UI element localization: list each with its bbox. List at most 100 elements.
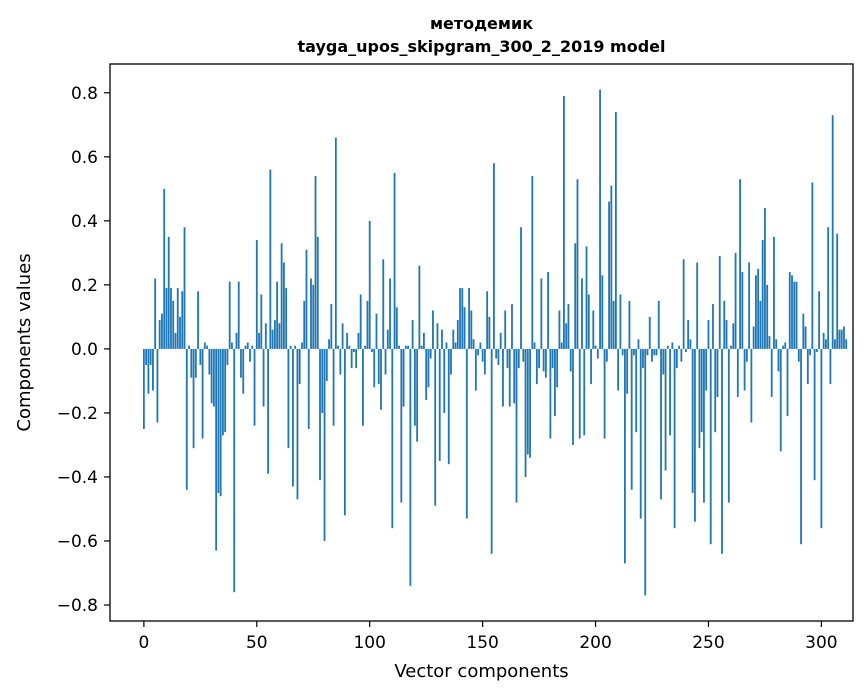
bar (499, 332, 502, 349)
bar (709, 348, 712, 545)
bar (163, 188, 166, 349)
bar (271, 329, 274, 349)
bar (572, 348, 574, 445)
bar (307, 348, 310, 429)
bar (197, 291, 199, 349)
bar (231, 342, 233, 349)
bar (423, 332, 425, 349)
bar (574, 243, 577, 349)
bar (249, 348, 251, 362)
bar (167, 236, 170, 349)
bar (355, 348, 358, 369)
bar (145, 348, 148, 365)
y-axis-label: Components values (14, 253, 35, 431)
bar (192, 348, 195, 449)
x-tick-label: 250 (692, 633, 724, 653)
bar (273, 320, 276, 349)
chart-title-line2: tayga_upos_skipgram_300_2_2019 model (298, 37, 666, 56)
bar (526, 348, 529, 455)
bar (843, 326, 845, 349)
bar (644, 348, 647, 596)
bar (635, 348, 638, 433)
bar (409, 348, 412, 586)
bar (334, 137, 337, 349)
bar (452, 329, 455, 349)
bar (486, 291, 489, 349)
bar (461, 288, 464, 349)
bar (508, 348, 511, 407)
bar (689, 339, 692, 349)
bar (806, 348, 809, 385)
bar (217, 348, 220, 493)
bar (657, 300, 660, 349)
bar (382, 259, 385, 349)
bar (684, 348, 687, 353)
bar (513, 348, 516, 404)
bar (301, 342, 303, 349)
bar (815, 348, 818, 353)
bar (576, 179, 579, 349)
bar (791, 275, 793, 349)
bar (497, 348, 500, 365)
bar (292, 348, 294, 487)
bar (362, 348, 364, 426)
bar (766, 284, 769, 349)
bar (176, 288, 179, 349)
bar (639, 348, 642, 519)
bar (628, 300, 631, 349)
y-tick-label: −0.6 (57, 532, 98, 552)
bar (434, 348, 437, 506)
bar (404, 345, 407, 349)
bar (147, 348, 150, 394)
bar (208, 348, 211, 375)
bar (203, 342, 206, 349)
bar (174, 332, 177, 349)
bar (754, 275, 757, 349)
bar (443, 348, 446, 413)
bar (669, 348, 671, 436)
bar (278, 323, 281, 349)
bar (287, 348, 290, 449)
bar (578, 348, 581, 439)
bar (237, 281, 240, 349)
bar (235, 332, 238, 349)
bar (700, 348, 703, 433)
plot-frame (109, 63, 854, 622)
bar (181, 291, 184, 349)
bar (386, 329, 389, 349)
bar (269, 169, 272, 349)
bar (321, 348, 324, 413)
bar (398, 345, 400, 349)
bar (384, 348, 387, 375)
x-axis-label: Vector components (394, 661, 568, 682)
bar (303, 300, 306, 349)
bar (775, 339, 778, 349)
bar (829, 348, 832, 385)
bar (551, 348, 554, 369)
bar (285, 288, 288, 349)
bar (605, 348, 608, 362)
y-tick-label: 0.6 (71, 148, 98, 168)
bar (298, 348, 301, 385)
bar (201, 348, 204, 439)
bar (750, 348, 753, 423)
bar (282, 262, 285, 349)
bar (694, 348, 696, 522)
bar (549, 348, 552, 439)
bar (608, 201, 610, 349)
bar (770, 348, 773, 397)
bar (402, 348, 405, 407)
bar (811, 182, 814, 349)
bar (840, 329, 843, 349)
bar (470, 310, 473, 349)
bar (323, 348, 326, 541)
bar (511, 304, 513, 349)
bar (734, 252, 737, 349)
bar (533, 342, 536, 349)
bar (438, 348, 441, 461)
bar (194, 348, 197, 378)
bar (782, 345, 784, 349)
bar (590, 348, 592, 385)
bar (330, 304, 333, 349)
bar (743, 348, 746, 391)
